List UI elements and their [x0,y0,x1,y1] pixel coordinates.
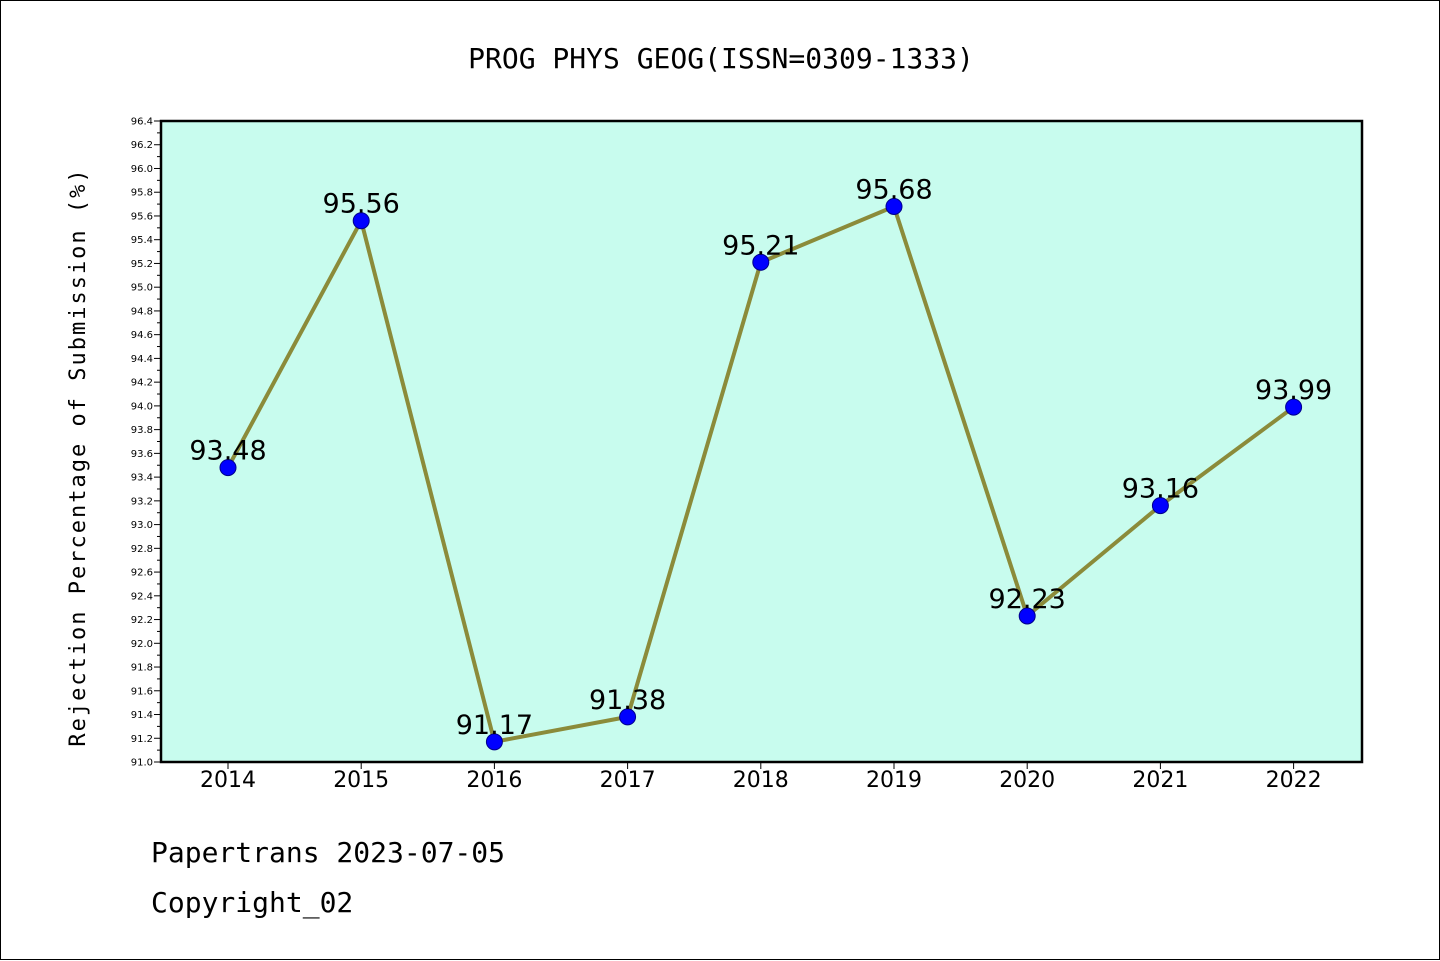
y-tick-label: 94.8 [131,306,153,317]
y-tick-label: 93.0 [131,520,153,531]
x-axis-ticks: 2014 2015 2016 2017 2018 2019 2020 2021 2022 [200,762,1322,793]
y-tick-label: 94.4 [131,354,153,365]
data-point [752,253,770,271]
data-point [219,459,237,477]
y-tick-label: 92.4 [131,591,153,602]
x-tick-label: 2015 [333,768,389,793]
y-axis-ticks: 91.0 91.2 91.4 91.6 91.8 92.0 92.2 92.4 92.6 92.8… [131,117,161,769]
data-label: 91.17 [456,710,533,741]
y-tick-label: 95.4 [131,235,153,246]
y-tick-label: 94.0 [131,401,153,412]
y-tick-label: 91.6 [131,686,153,697]
x-tick-label: 2016 [466,768,522,793]
data-label: 93.16 [1122,474,1199,505]
y-tick-label: 92.0 [131,639,153,650]
data-label: 92.23 [989,584,1066,615]
y-tick-label: 92.6 [131,568,153,579]
y-tick-label: 93.6 [131,449,153,460]
data-point [619,708,637,726]
data-label: 95.56 [323,189,400,220]
data-point [1018,607,1036,625]
y-tick-label: 91.8 [131,663,153,674]
x-tick-label: 2019 [866,768,922,793]
data-label: 91.38 [589,685,666,716]
y-tick-label: 92.2 [131,615,153,626]
x-tick-label: 2017 [600,768,656,793]
x-tick-label: 2022 [1266,768,1322,793]
y-tick-label: 93.2 [131,496,153,507]
y-tick-label: 95.8 [131,188,153,199]
x-tick-label: 2021 [1132,768,1188,793]
data-point [485,733,503,751]
x-tick-label: 2020 [999,768,1055,793]
y-tick-label: 94.6 [131,330,153,341]
data-label: 95.68 [855,174,932,205]
y-tick-label: 94.2 [131,378,153,389]
y-tick-label: 91.4 [131,710,153,721]
chart-title: PROG PHYS GEOG(ISSN=0309-1333) [468,42,974,75]
footer-copyright: Copyright_02 [151,886,354,919]
data-point [1285,398,1303,416]
y-tick-label: 95.2 [131,259,153,270]
data-point [352,212,370,230]
y-tick-label: 95.6 [131,211,153,222]
data-labels-group: 93.48 95.56 91.17 91.38 95.21 95.68 92.23 93.16… [189,174,1332,740]
plot-frame [159,119,1364,764]
y-tick-label: 96.2 [131,140,153,151]
x-tick-label: 2018 [733,768,789,793]
y-tick-label: 92.8 [131,544,153,555]
y-tick-label: 93.4 [131,473,153,484]
y-tick-label: 96.4 [131,117,153,128]
y-tick-label: 96.0 [131,164,153,175]
data-point [1151,497,1169,515]
data-label: 95.21 [722,230,799,261]
y-tick-label: 91.2 [131,734,153,745]
y-tick-label: 91.0 [131,758,153,769]
data-point [885,197,903,215]
y-tick-label: 95.0 [131,283,153,294]
data-label: 93.99 [1255,375,1332,406]
y-tick-label: 93.8 [131,425,153,436]
footer-source-date: Papertrans 2023-07-05 [151,836,506,869]
data-label: 93.48 [189,436,266,467]
x-tick-label: 2014 [200,768,256,793]
y-axis-label: Rejection Percentage of Submission (%) [66,167,91,746]
series-markers-group [219,197,1303,751]
